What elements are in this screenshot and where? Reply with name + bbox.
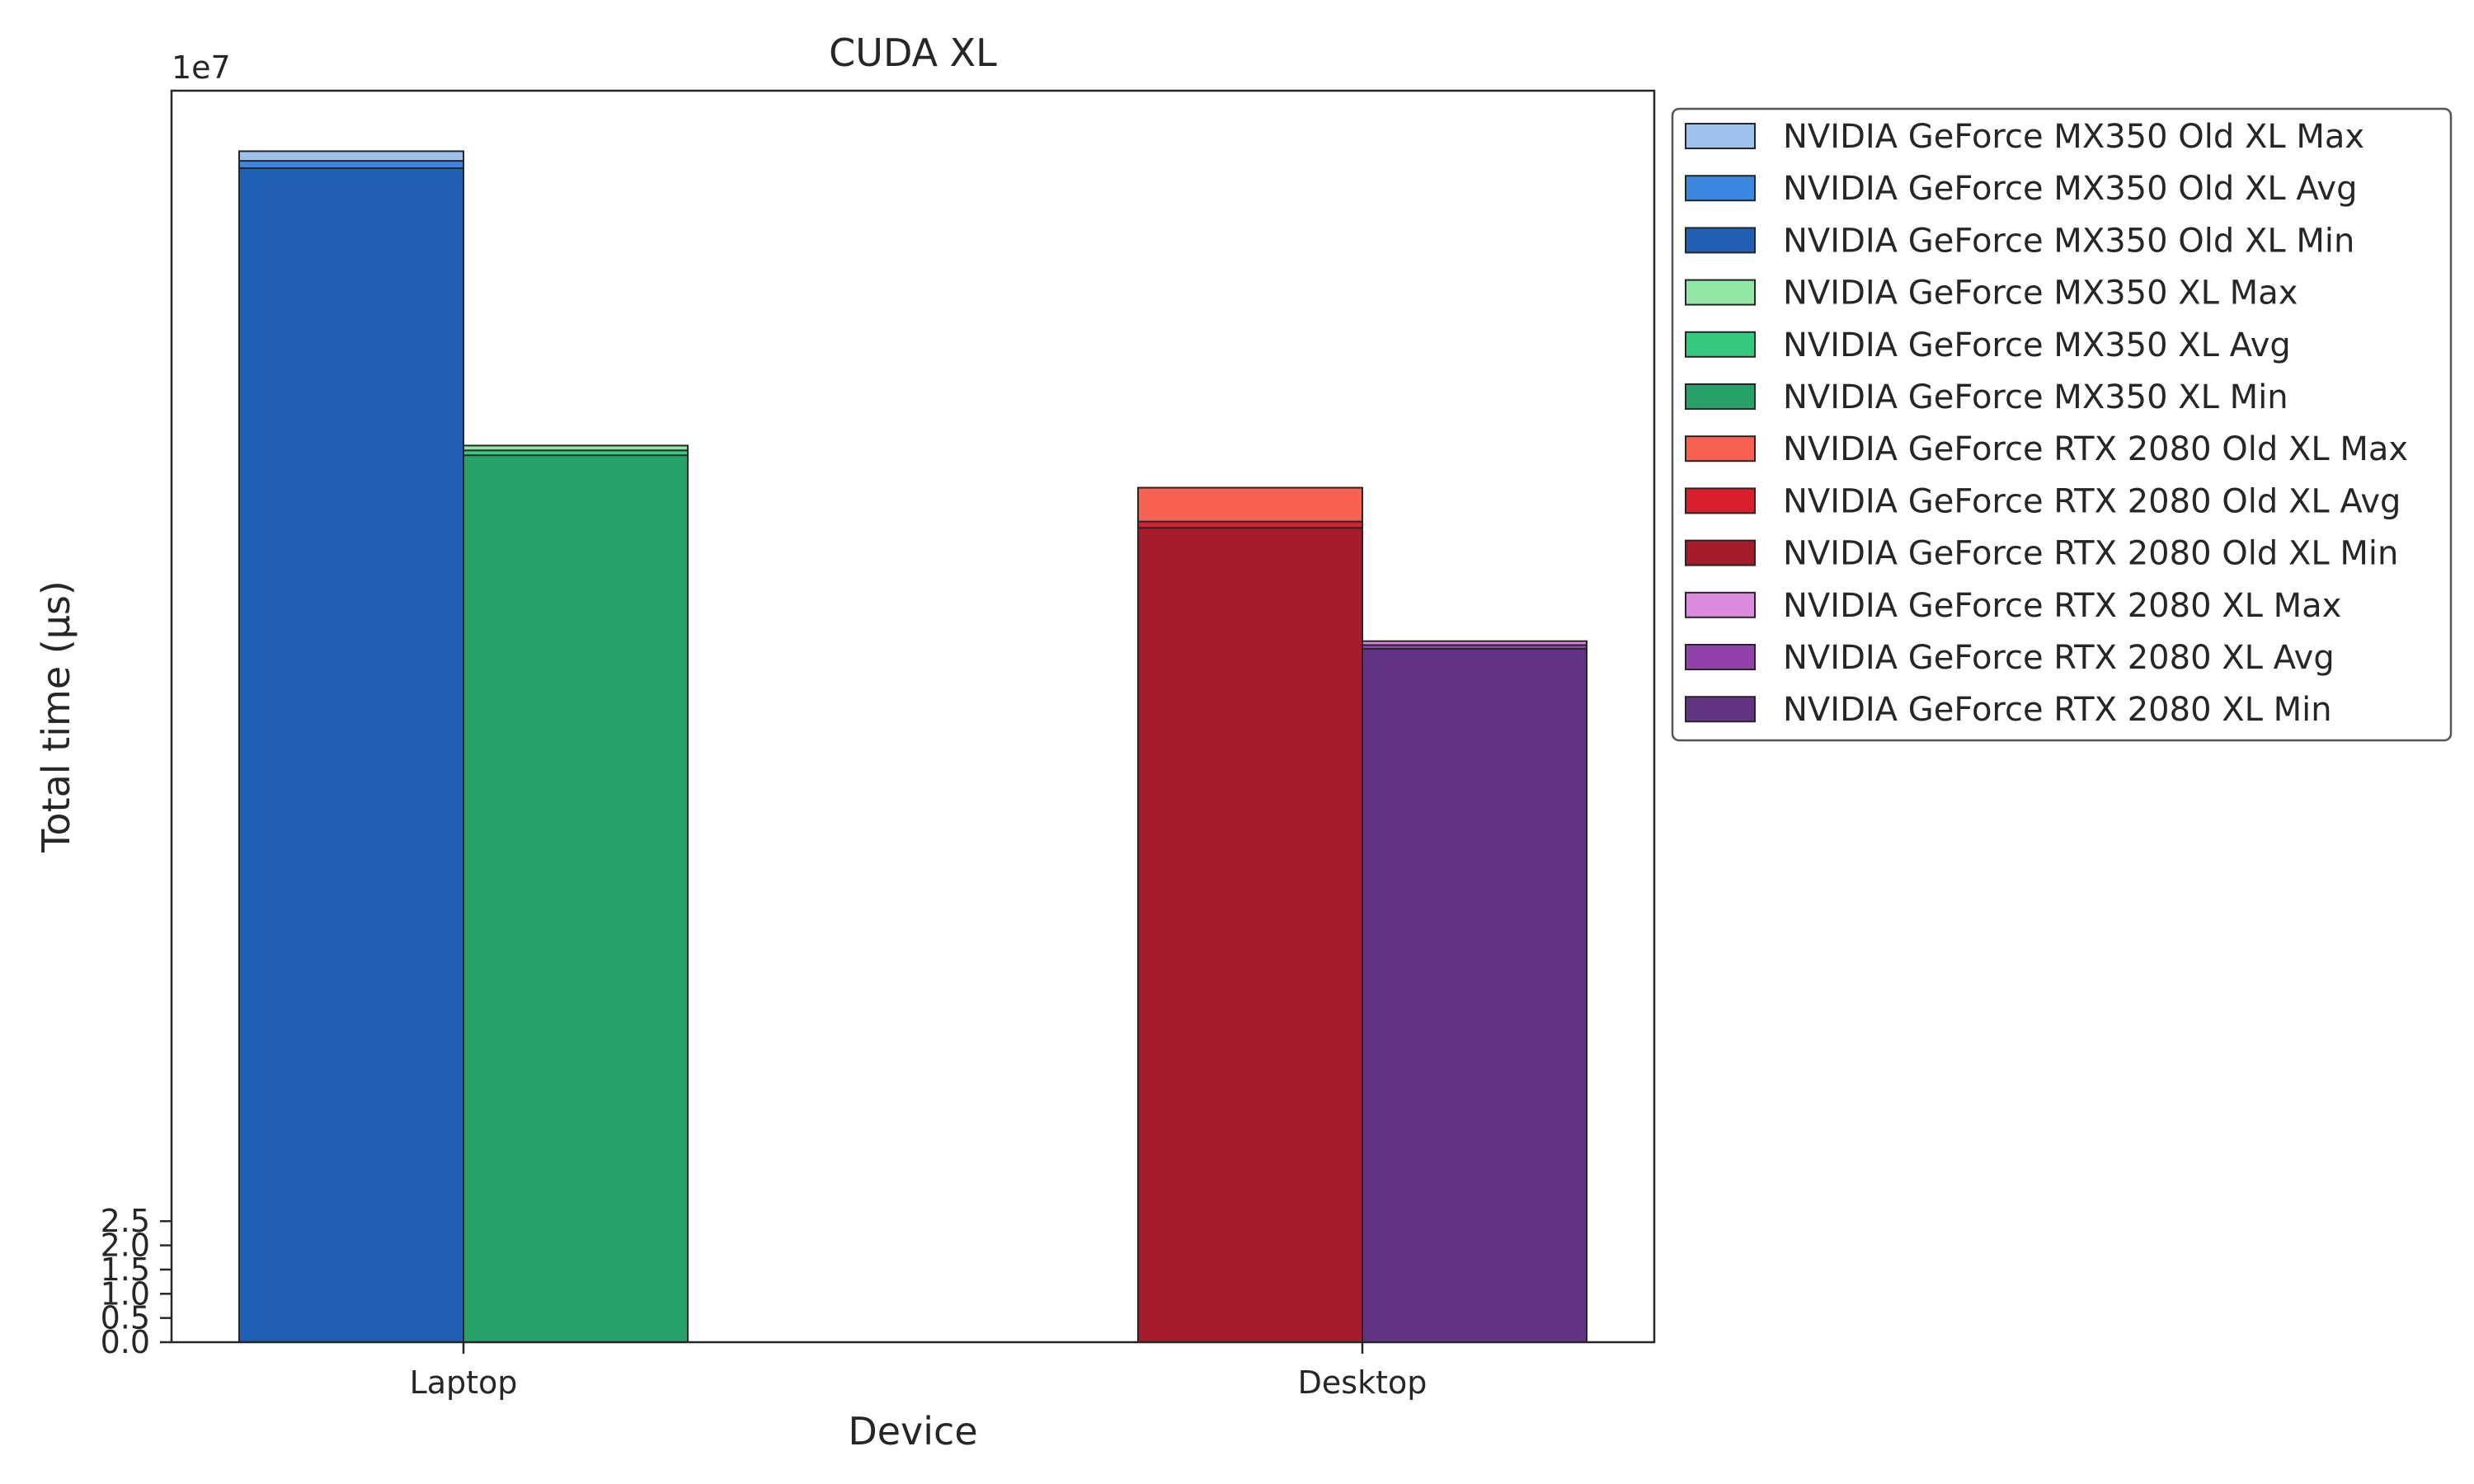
legend-swatch [1685,539,1756,566]
legend-swatch [1685,331,1756,358]
legend-items: NVIDIA GeForce MX350 Old XL Max NVIDIA Ge… [1685,118,2408,729]
bar-desktop-1-min [1137,527,1363,1343]
bar-laptop-2-min [463,454,689,1343]
legend-item: NVIDIA GeForce MX350 Old XL Min [1685,222,2354,260]
legend-label: NVIDIA GeForce RTX 2080 Old XL Max [1783,430,2408,468]
bar-desktop-2-min [1362,648,1587,1343]
x-axis-label: Device [848,1409,977,1453]
legend-swatch [1685,487,1756,514]
legend-label: NVIDIA GeForce RTX 2080 XL Avg [1783,639,2335,677]
y-tick-label: 1.5 [101,1252,150,1288]
legend-item: NVIDIA GeForce RTX 2080 XL Avg [1685,639,2335,677]
legend-swatch [1685,227,1756,254]
legend-label: NVIDIA GeForce RTX 2080 Old XL Avg [1783,482,2401,520]
legend-label: NVIDIA GeForce MX350 Old XL Max [1783,118,2364,156]
legend-swatch [1685,696,1756,723]
legend-item: NVIDIA GeForce RTX 2080 XL Max [1685,587,2341,625]
legend-label: NVIDIA GeForce MX350 Old XL Avg [1783,170,2357,208]
y-tick-label: 2.5 [101,1203,150,1239]
legend: NVIDIA GeForce MX350 Old XL Max NVIDIA Ge… [1671,107,2453,742]
legend-swatch [1685,383,1756,410]
x-tick-label-laptop: Laptop [410,1364,518,1401]
legend-item: NVIDIA GeForce RTX 2080 Old XL Max [1685,430,2408,468]
legend-item: NVIDIA GeForce MX350 XL Avg [1685,326,2291,364]
legend-label: NVIDIA GeForce MX350 XL Max [1783,275,2298,312]
legend-label: NVIDIA GeForce RTX 2080 Old XL Min [1783,535,2398,573]
legend-swatch [1685,435,1756,463]
y-axis-label: Total time (µs) [34,580,78,853]
legend-item: NVIDIA GeForce RTX 2080 Old XL Avg [1685,482,2401,520]
legend-item: NVIDIA GeForce MX350 XL Min [1685,378,2288,416]
y-tick-label: 1.0 [101,1275,150,1312]
legend-swatch [1685,591,1756,618]
y-tick-label: 0.0 [101,1324,150,1360]
y-tick-label: 0.5 [101,1300,150,1336]
legend-swatch [1685,123,1756,149]
bar-laptop-1-min [238,167,464,1344]
legend-swatch [1685,644,1756,670]
legend-frame [1671,107,2453,742]
x-tick-label-desktop: Desktop [1298,1364,1427,1401]
bars-layer [238,150,1587,1344]
legend-item: NVIDIA GeForce MX350 Old XL Avg [1685,170,2357,208]
chart-title: CUDA XL [829,31,997,75]
legend-item: NVIDIA GeForce MX350 Old XL Max [1685,118,2364,156]
legend-label: NVIDIA GeForce MX350 XL Avg [1783,326,2291,364]
legend-item: NVIDIA GeForce MX350 XL Max [1685,275,2298,312]
plot-frame [170,89,1656,1344]
ticks-layer: 0.00.51.01.52.02.5 Laptop Desktop [101,1203,1427,1401]
legend-item: NVIDIA GeForce RTX 2080 Old XL Min [1685,535,2398,573]
y-axis-offset-label: 1e7 [172,49,231,86]
legend-label: NVIDIA GeForce RTX 2080 XL Max [1783,587,2341,625]
legend-item: NVIDIA GeForce RTX 2080 XL Min [1685,691,2332,729]
y-tick-label: 2.0 [101,1228,150,1264]
legend-swatch [1685,175,1756,202]
legend-label: NVIDIA GeForce RTX 2080 XL Min [1783,691,2332,729]
legend-label: NVIDIA GeForce MX350 Old XL Min [1783,222,2354,260]
legend-label: NVIDIA GeForce MX350 XL Min [1783,378,2288,416]
legend-swatch [1685,279,1756,306]
